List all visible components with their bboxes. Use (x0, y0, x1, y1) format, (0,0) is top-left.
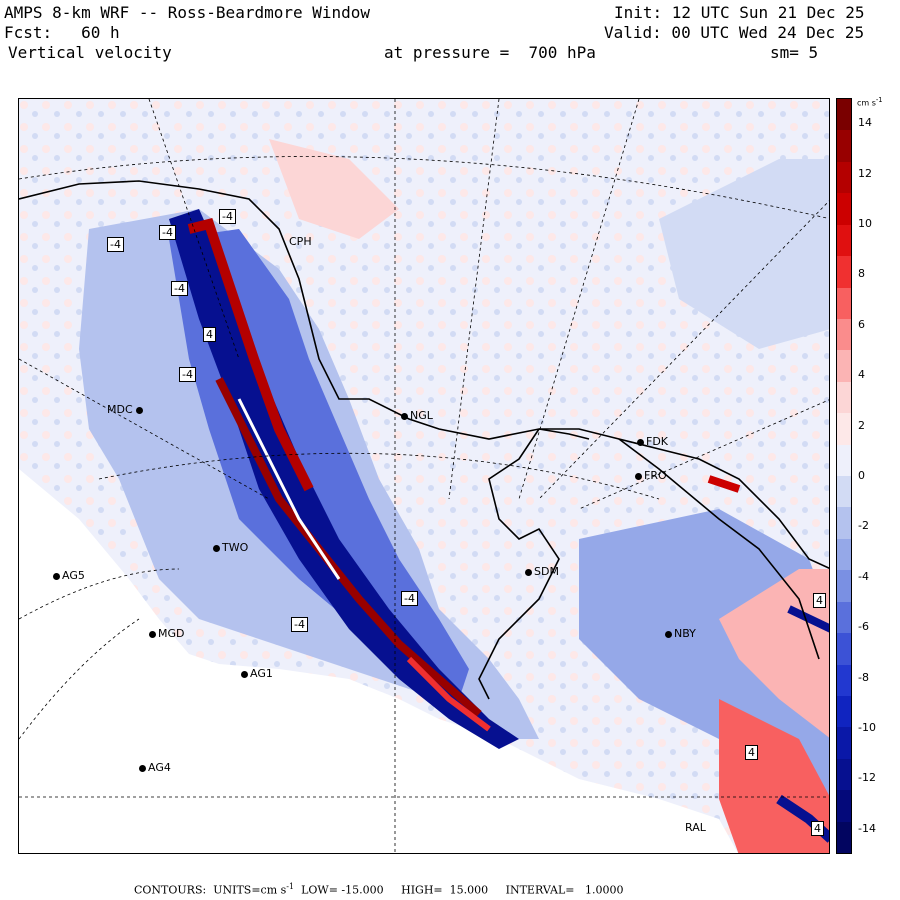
negative-zone-northeast (659, 159, 829, 349)
colorbar-tick-label: -4 (858, 569, 869, 583)
contour-label: 4 (813, 593, 826, 608)
colorbar (836, 98, 852, 854)
station-cph: CPH (289, 235, 312, 248)
colorbar-segment (837, 256, 851, 288)
colorbar-segment (837, 99, 851, 131)
contour-label: 4 (745, 745, 758, 760)
colorbar-unit: cm s-1 (857, 96, 883, 108)
colorbar-segment (837, 633, 851, 665)
no-data-region (19, 469, 738, 853)
colorbar-segment (837, 601, 851, 634)
colorbar-segment (837, 130, 851, 163)
colorbar-segment (837, 570, 851, 603)
contour-label: -4 (159, 225, 176, 240)
colorbar-tick-label: -12 (858, 771, 876, 785)
variable-name: Vertical velocity (8, 43, 172, 62)
colorbar-tick-label: 6 (858, 317, 865, 331)
valid-time: Valid: 00 UTC Wed 24 Dec 25 (604, 23, 865, 42)
colorbar-segment (837, 287, 851, 320)
colorbar-tick-label: 14 (858, 116, 872, 130)
contour-label: -4 (171, 281, 188, 296)
map-panel: -4 -4 -4 -4 -4 -4 -4 4 4 4 4 CPH MDC NGL… (18, 98, 830, 854)
pressure-level: at pressure = 700 hPa (384, 43, 596, 62)
station-fro: FRO (635, 469, 667, 482)
colorbar-segment (837, 790, 851, 823)
colorbar-tick-label: 12 (858, 166, 872, 180)
colorbar-tick-label: -10 (858, 721, 876, 734)
colorbar-segment (837, 538, 851, 571)
station-ngl: NGL (401, 409, 433, 422)
colorbar-segment (837, 193, 851, 226)
station-nby: NBY (665, 627, 696, 640)
station-ral: RAL (685, 821, 706, 834)
colorbar-segment (837, 444, 851, 477)
colorbar-segment (837, 821, 851, 854)
colorbar-segment (837, 758, 851, 791)
positive-zone-north (269, 139, 399, 239)
colorbar-tick-label: -2 (858, 519, 869, 533)
contour-label: -4 (179, 367, 196, 382)
init-time: Init: 12 UTC Sun 21 Dec 25 (614, 3, 865, 22)
mountain-band (169, 209, 829, 843)
colorbar-segment (837, 161, 851, 194)
graticule (19, 99, 829, 853)
colorbar-segment (837, 318, 851, 351)
colorbar-segment (837, 381, 851, 414)
colorbar-segment (837, 695, 851, 728)
colorbar-segment (837, 727, 851, 760)
colorbar-tick-label: 10 (858, 217, 872, 230)
station-sdm: SDM (525, 565, 559, 578)
station-two: TWO (213, 541, 248, 554)
contour-label: 4 (203, 327, 216, 342)
coastline (19, 180, 829, 700)
station-fdk: FDK (637, 435, 668, 448)
contour-label: -4 (219, 209, 236, 224)
colorbar-tick-label: 8 (858, 267, 865, 281)
colorbar-segment (837, 476, 851, 508)
station-mgd: MGD (149, 627, 185, 640)
chart-title: AMPS 8-km WRF -- Ross-Beardmore Window (4, 3, 371, 22)
colorbar-tick-label: 4 (858, 368, 865, 382)
colorbar-tick-label: -6 (858, 620, 869, 634)
colorbar-segment (837, 507, 851, 540)
contour-label: 4 (811, 821, 824, 836)
station-ag5: AG5 (53, 569, 85, 582)
contour-info: CONTOURS: UNITS=cm s-1 LOW= -15.000 HIGH… (134, 882, 624, 897)
map-field (19, 99, 829, 853)
colorbar-tick-label: 2 (858, 418, 865, 432)
contour-label: -4 (107, 237, 124, 252)
smoothing: sm= 5 (770, 43, 819, 62)
colorbar-segment (837, 413, 851, 446)
colorbar-segment (837, 224, 851, 257)
contour-label: -4 (291, 617, 308, 632)
colorbar-tick-label: -14 (858, 821, 876, 835)
station-mdc: MDC (107, 403, 145, 416)
contour-label: -4 (401, 591, 418, 606)
forecast-hour: Fcst: 60 h (4, 23, 120, 42)
station-ag1: AG1 (241, 667, 273, 680)
colorbar-segment (837, 350, 851, 383)
colorbar-tick-label: 0 (858, 469, 865, 482)
colorbar-segment (837, 664, 851, 697)
colorbar-tick-label: -8 (858, 670, 869, 684)
station-ag4: AG4 (139, 761, 171, 774)
